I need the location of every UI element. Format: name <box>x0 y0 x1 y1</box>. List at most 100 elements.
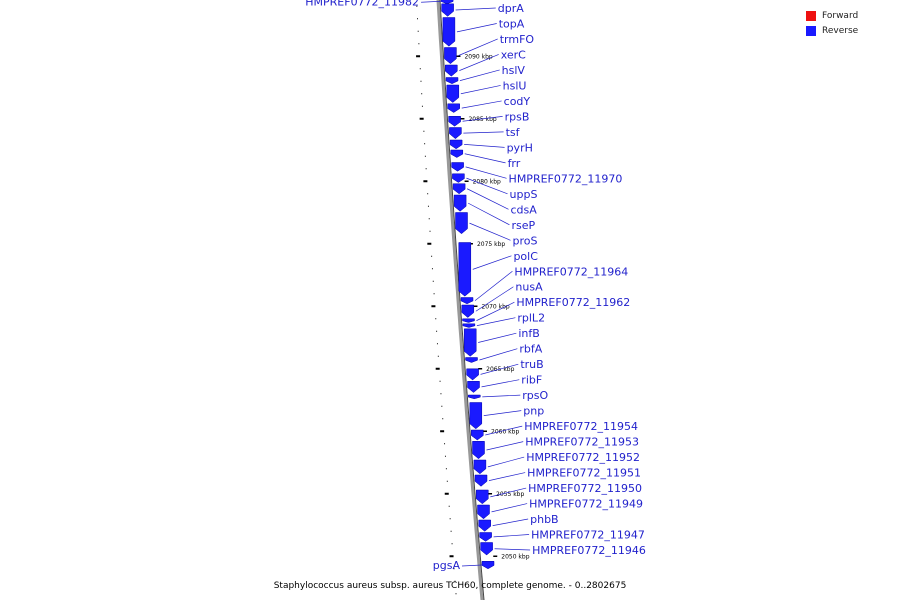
gene-label-HMPREF0772_11970[interactable]: HMPREF0772_11970 <box>509 172 623 185</box>
gene-arrow-pnp[interactable] <box>469 402 483 430</box>
gene-label-HMPREF0772_11962[interactable]: HMPREF0772_11962 <box>516 296 630 309</box>
gene-arrow-rpsO[interactable] <box>468 394 481 400</box>
scale-tick-label: 2060 kbp <box>491 428 519 435</box>
gene-label-trmFO[interactable]: trmFO <box>500 33 535 46</box>
gene-label-rpsB[interactable]: rpsB <box>505 110 530 123</box>
leader-line <box>455 7 496 11</box>
gene-arrow-frr[interactable] <box>450 149 464 158</box>
gene-arrow-rplL2[interactable] <box>462 323 476 328</box>
gene-label-HMPREF0772_11950[interactable]: HMPREF0772_11950 <box>528 482 642 495</box>
gene-arrow-HMPREF0772_11952[interactable] <box>473 459 487 475</box>
gene-arrow-HMPREF0772_11949[interactable] <box>477 504 490 520</box>
leader-line <box>475 286 514 312</box>
leader-line <box>460 85 501 95</box>
gene-arrow-uppS[interactable] <box>452 173 465 183</box>
legend-forward: Forward <box>806 8 886 23</box>
gene-arrow-hslV[interactable] <box>445 77 459 84</box>
gene-label-HMPREF0772_11947[interactable]: HMPREF0772_11947 <box>531 529 645 542</box>
gene-label-HMPREF0772_11954[interactable]: HMPREF0772_11954 <box>524 420 638 433</box>
gene-label-HMPREF0772_11953[interactable]: HMPREF0772_11953 <box>525 436 639 449</box>
gene-label-pnp[interactable]: pnp <box>523 405 544 418</box>
gene-arrow-pgsA[interactable] <box>481 561 495 570</box>
gene-arrow-topA[interactable] <box>442 17 456 47</box>
gene-arrow-polC[interactable] <box>458 242 472 297</box>
gene-arrow-HMPREF0772_11970[interactable] <box>451 162 464 172</box>
gene-arrow-HMPREF0772_11982[interactable] <box>440 0 454 5</box>
gene-label-rbfA[interactable]: rbfA <box>519 343 542 356</box>
gene-label-codY[interactable]: codY <box>504 95 531 108</box>
gene-label-ribF[interactable]: ribF <box>521 374 542 387</box>
gene-label-phbB[interactable]: phbB <box>530 513 558 526</box>
gene-labels-layer: dprA topA trmFO xerC hslV hslU codY rpsB tsf pyrH… <box>305 0 646 572</box>
gene-label-cdsA[interactable]: cdsA <box>511 203 538 216</box>
gene-label-frr[interactable]: frr <box>508 157 521 170</box>
gene-arrow-HMPREF0772_11951[interactable] <box>474 474 488 487</box>
gene-arrow-codY[interactable] <box>447 103 460 113</box>
gene-label-rpsO[interactable]: rpsO <box>522 389 548 402</box>
legend-reverse: Reverse <box>806 23 886 38</box>
gene-label-infB[interactable]: infB <box>518 327 539 340</box>
legend-forward-label: Forward <box>822 10 859 21</box>
gene-label-hslU[interactable]: hslU <box>503 79 527 92</box>
gene-arrow-trmFO[interactable] <box>444 47 457 65</box>
gene-arrow-HMPREF0772_11947[interactable] <box>479 532 492 542</box>
gene-label-HMPREF0772_11982[interactable]: HMPREF0772_11982 <box>305 0 419 8</box>
forward-color-swatch <box>806 10 816 21</box>
gene-arrow-rbfA[interactable] <box>465 357 478 363</box>
leader-line <box>463 131 504 134</box>
leader-line <box>466 188 509 210</box>
leader-line <box>459 54 499 71</box>
gene-arrow-tsf[interactable] <box>449 127 462 140</box>
gene-arrow-proS[interactable] <box>455 212 468 235</box>
gene-arrow-rpsB[interactable] <box>448 116 461 127</box>
gene-label-hslV[interactable]: hslV <box>502 64 526 77</box>
gene-label-tsf[interactable]: tsf <box>506 126 521 139</box>
gene-arrow-HMPREF0772_11962[interactable] <box>462 318 475 323</box>
leader-line <box>474 270 513 301</box>
gene-arrow-xerC[interactable] <box>445 64 458 77</box>
gene-arrow-nusA[interactable] <box>461 304 475 318</box>
leader-line <box>491 503 528 513</box>
gene-label-rplL2[interactable]: rplL2 <box>517 312 545 325</box>
gene-label-HMPREF0772_11949[interactable]: HMPREF0772_11949 <box>529 498 643 511</box>
leader-line <box>465 166 507 179</box>
gene-features-layer <box>440 0 495 570</box>
leader-line <box>493 534 530 538</box>
gene-arrow-HMPREF0772_11953[interactable] <box>472 441 485 460</box>
scale-tick-label: 2070 kbp <box>481 303 509 310</box>
gene-arrow-ribF[interactable] <box>467 381 480 393</box>
gene-label-HMPREF0772_11952[interactable]: HMPREF0772_11952 <box>526 451 640 464</box>
scale-tick-label: 2055 kbp <box>496 491 524 498</box>
gene-arrow-HMPREF0772_11954[interactable] <box>471 429 484 441</box>
gene-arrow-pyrH[interactable] <box>449 139 463 150</box>
gene-label-uppS[interactable]: uppS <box>510 188 538 201</box>
gene-arrow-HMPREF0772_11946[interactable] <box>480 542 493 556</box>
gene-arrow-infB[interactable] <box>463 328 477 357</box>
leader-line <box>461 100 502 109</box>
gene-label-topA[interactable]: topA <box>499 17 525 30</box>
gene-label-pgsA[interactable]: pgsA <box>433 559 461 572</box>
gene-label-truB[interactable]: truB <box>520 358 543 371</box>
backbone-layer <box>436 0 485 601</box>
leader-line <box>483 410 522 416</box>
gene-label-HMPREF0772_11964[interactable]: HMPREF0772_11964 <box>514 265 628 278</box>
gene-arrow-rseP[interactable] <box>453 194 467 212</box>
gene-label-polC[interactable]: polC <box>513 250 538 263</box>
gene-label-nusA[interactable]: nusA <box>515 281 543 294</box>
gene-label-pyrH[interactable]: pyrH <box>507 141 533 154</box>
gene-arrow-HMPREF0772_11950[interactable] <box>476 489 489 505</box>
gene-label-HMPREF0772_11951[interactable]: HMPREF0772_11951 <box>527 467 641 480</box>
gene-arrow-hslU[interactable] <box>446 84 460 103</box>
gene-arrow-phbB[interactable] <box>478 519 491 532</box>
gene-arrow-truB[interactable] <box>466 368 479 381</box>
gene-arrow-dprA[interactable] <box>441 3 454 17</box>
gene-arrow-cdsA[interactable] <box>452 183 466 195</box>
gene-label-rseP[interactable]: rseP <box>511 219 535 232</box>
gene-arrow-HMPREF0772_11964[interactable] <box>460 297 474 305</box>
gene-label-HMPREF0772_11946[interactable]: HMPREF0772_11946 <box>532 544 646 557</box>
gene-label-dprA[interactable]: dprA <box>498 2 524 15</box>
gene-label-proS[interactable]: proS <box>512 234 537 247</box>
scale-tick-label: 2050 kbp <box>501 553 529 560</box>
leader-line <box>485 425 523 436</box>
gene-label-xerC[interactable]: xerC <box>501 48 526 61</box>
